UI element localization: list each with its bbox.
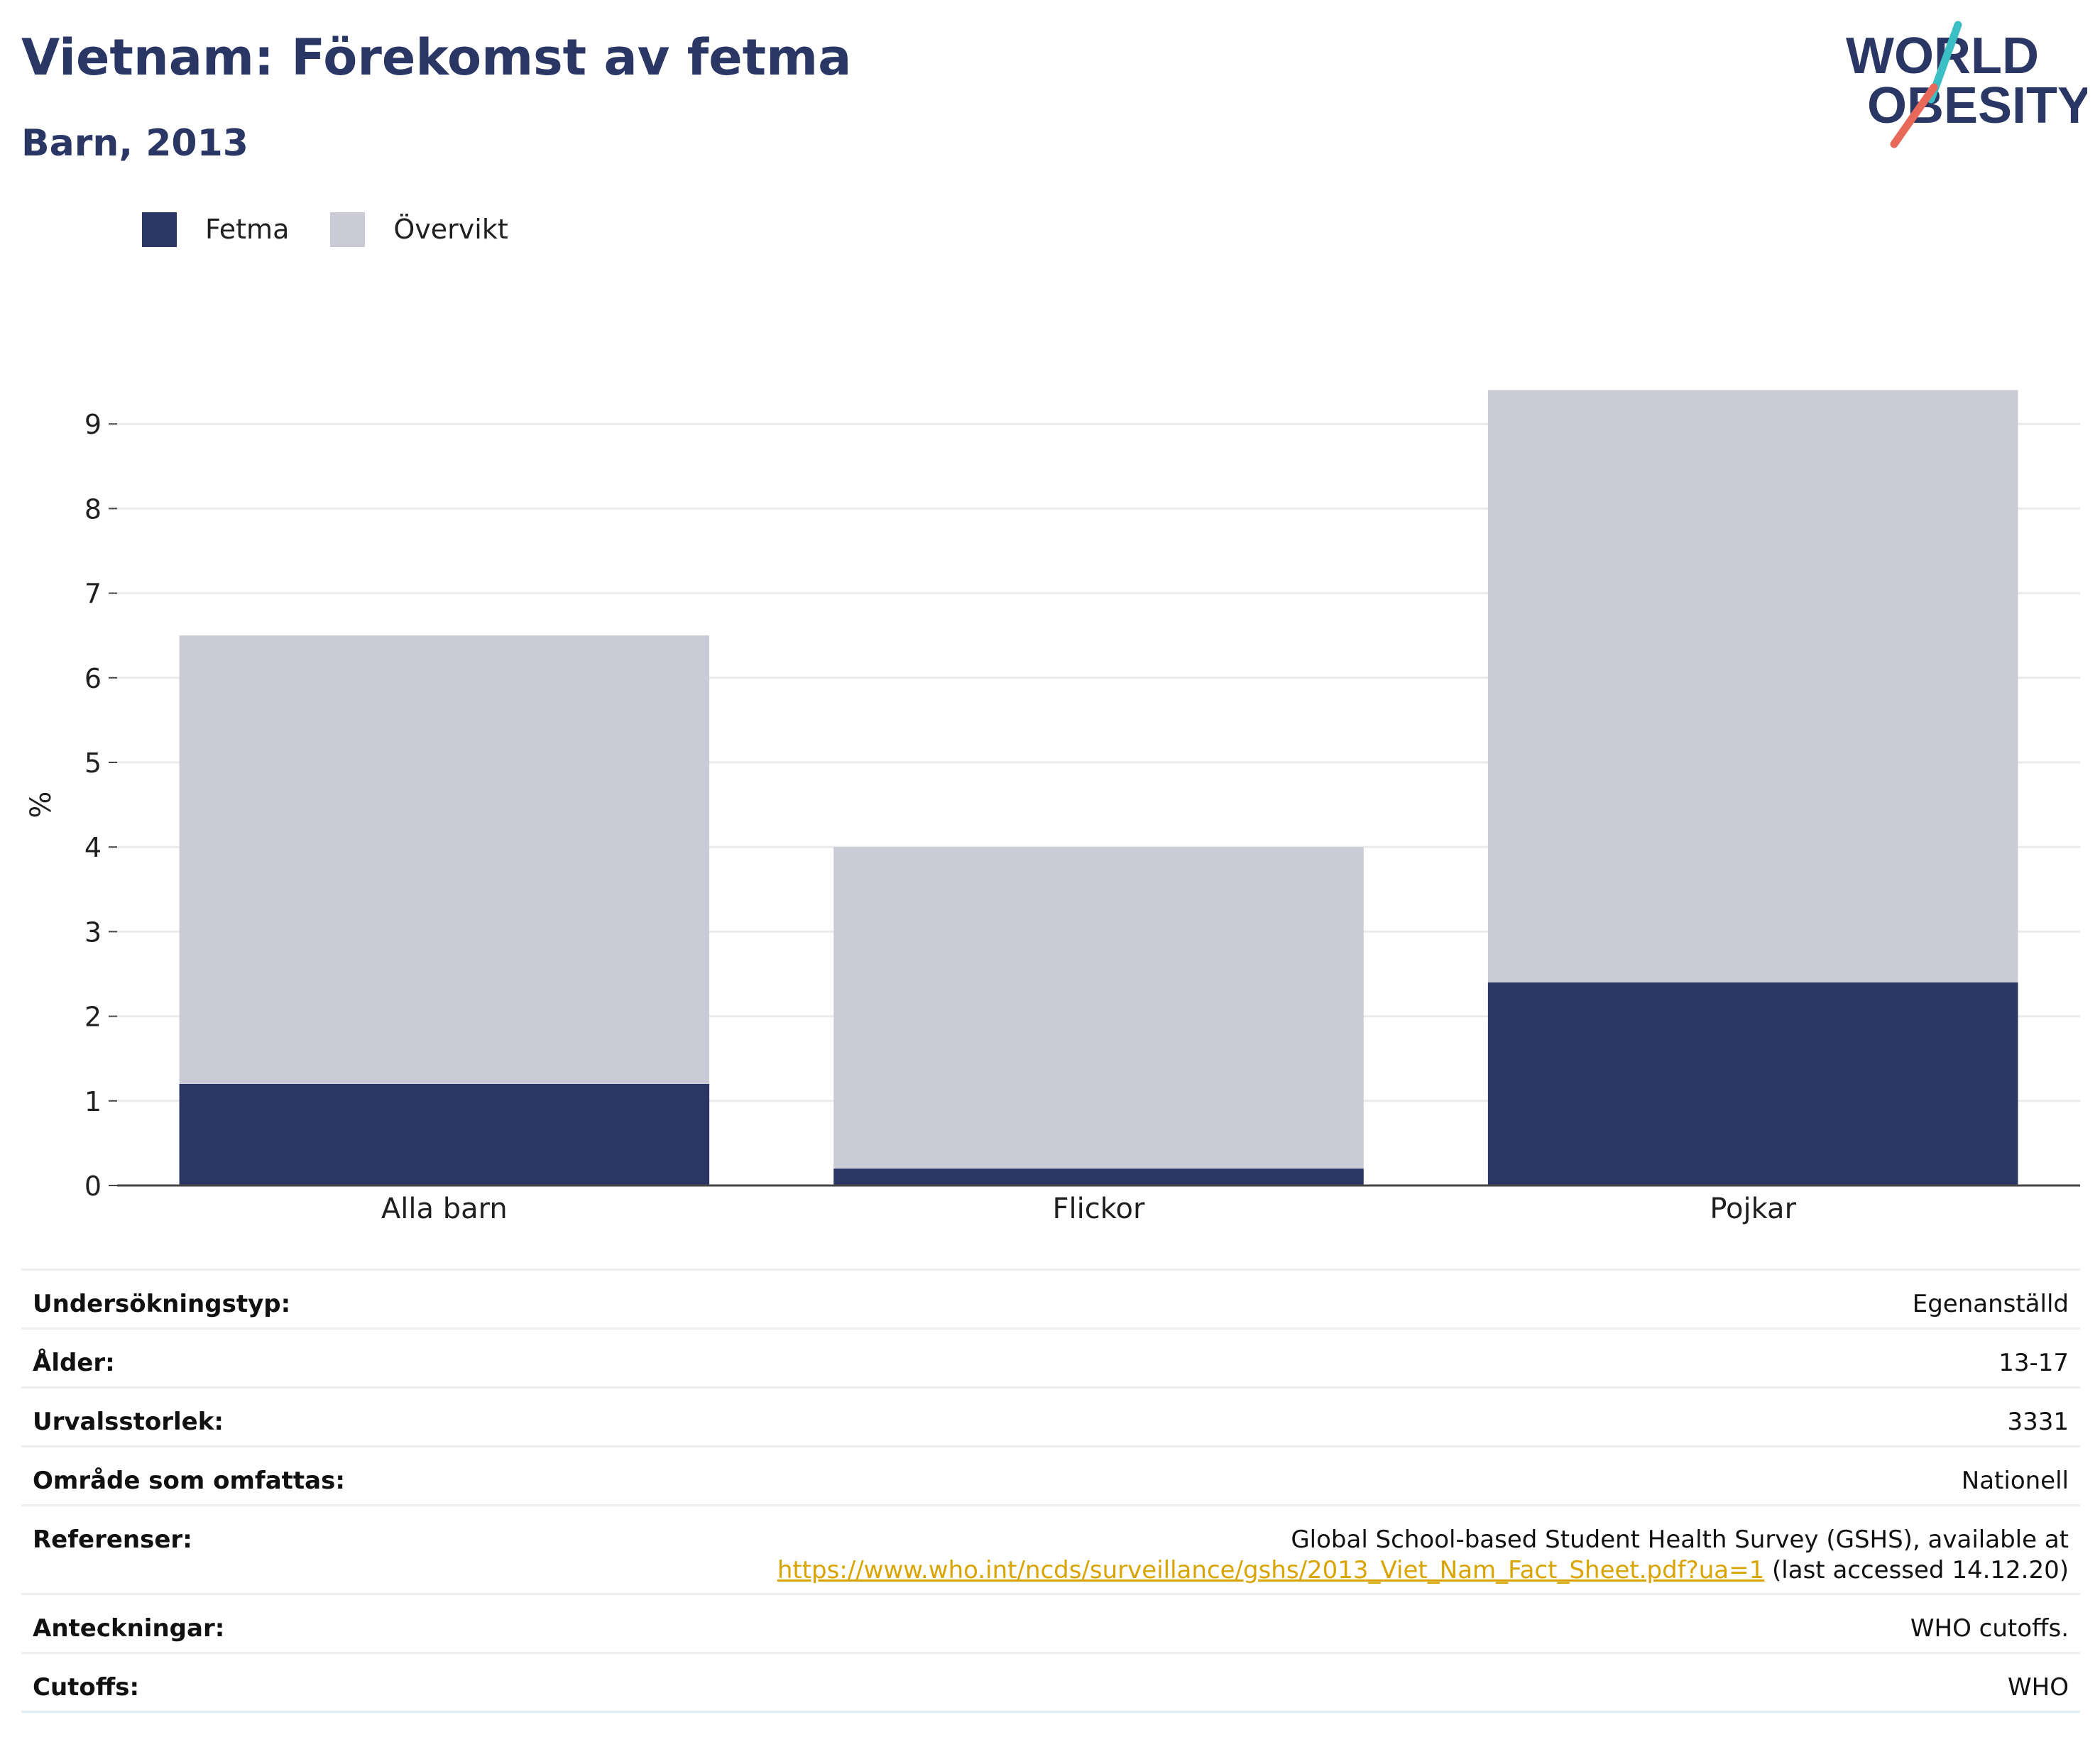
reference-text: Global School-based Student Health Surve… bbox=[1291, 1526, 2069, 1554]
legend-label-overvikt: Övervikt bbox=[393, 214, 508, 245]
y-axis-ticks: 0 1 2 3 4 5 6 7 8 9 bbox=[84, 409, 102, 1202]
x-tick-label: Pojkar bbox=[1710, 1193, 1796, 1225]
x-tick-label: Flickor bbox=[1053, 1193, 1145, 1225]
table-row-age: Ålder: 13-17 bbox=[21, 1330, 2080, 1389]
y-tick-label: 1 bbox=[84, 1086, 102, 1117]
bar-segment-fetma bbox=[833, 1168, 1364, 1185]
chart-title: Vietnam: Förekomst av fetma bbox=[21, 28, 852, 87]
row-label: Referenser: bbox=[33, 1526, 192, 1554]
logo-slash-coral bbox=[1890, 83, 1938, 148]
reference-link[interactable]: https://www.who.int/ncds/surveillance/gs… bbox=[777, 1556, 1765, 1584]
x-tick-label: Alla barn bbox=[381, 1193, 508, 1225]
bar-segment-övervikt bbox=[1487, 390, 2018, 982]
legend-swatch-fetma bbox=[142, 212, 177, 247]
row-value: Egenanställd bbox=[1912, 1290, 2069, 1318]
row-label: Anteckningar: bbox=[33, 1614, 225, 1643]
y-tick-label: 5 bbox=[84, 747, 102, 779]
row-label: Cutoffs: bbox=[33, 1673, 140, 1702]
table-row-area: Område som omfattas: Nationell bbox=[21, 1447, 2080, 1506]
bar-segment-övervikt bbox=[179, 635, 710, 1084]
row-label: Urvalsstorlek: bbox=[33, 1408, 224, 1436]
bars bbox=[179, 390, 2018, 1185]
bar-segment-fetma bbox=[1487, 982, 2018, 1185]
reference-value: Global School-based Student Health Surve… bbox=[777, 1525, 2069, 1586]
row-value: WHO bbox=[2008, 1673, 2069, 1702]
chart-subtitle: Barn, 2013 bbox=[21, 122, 248, 165]
y-tick-label: 7 bbox=[84, 579, 102, 610]
table-row-references: Referenser: Global School-based Student … bbox=[21, 1506, 2080, 1595]
y-tick-label: 4 bbox=[84, 832, 102, 863]
y-tick-label: 6 bbox=[84, 663, 102, 694]
table-row-survey-type: Undersökningstyp: Egenanställd bbox=[21, 1271, 2080, 1330]
bar-chart: 0 1 2 3 4 5 6 7 8 9 Alla barn Flickor Pojkar % bbox=[25, 390, 2080, 1225]
info-table: Undersökningstyp: Egenanställd Ålder: 13… bbox=[21, 1269, 2080, 1713]
table-row-notes: Anteckningar: WHO cutoffs. bbox=[21, 1595, 2080, 1654]
y-tick-label: 8 bbox=[84, 493, 102, 525]
bar-segment-övervikt bbox=[833, 847, 1364, 1169]
table-row-cutoffs: Cutoffs: WHO bbox=[21, 1654, 2080, 1713]
legend-label-fetma: Fetma bbox=[205, 214, 290, 245]
row-value: Nationell bbox=[1961, 1467, 2069, 1495]
y-tick-label: 9 bbox=[84, 409, 102, 440]
row-label: Ålder: bbox=[33, 1349, 115, 1377]
legend-item-overvikt[interactable]: Övervikt bbox=[330, 212, 508, 247]
legend-swatch-overvikt bbox=[330, 212, 366, 247]
y-tick-label: 2 bbox=[84, 1002, 102, 1033]
world-obesity-logo: WORLD OBESITY bbox=[1846, 21, 2087, 148]
row-value: 13-17 bbox=[1998, 1349, 2069, 1377]
row-value: 3331 bbox=[2007, 1408, 2069, 1436]
y-tick-label: 0 bbox=[84, 1171, 102, 1202]
bar-segment-fetma bbox=[179, 1083, 710, 1185]
chart-legend: Fetma Övervikt bbox=[142, 212, 549, 247]
row-label: Område som omfattas: bbox=[33, 1467, 345, 1495]
row-label: Undersökningstyp: bbox=[33, 1290, 291, 1318]
y-axis-label: % bbox=[25, 792, 58, 818]
legend-item-fetma[interactable]: Fetma bbox=[142, 212, 289, 247]
row-value: WHO cutoffs. bbox=[1910, 1614, 2069, 1643]
reference-accessed: (last accessed 14.12.20) bbox=[1764, 1556, 2069, 1584]
x-axis-ticks: Alla barn Flickor Pojkar bbox=[381, 1193, 1797, 1225]
table-row-sample-size: Urvalsstorlek: 3331 bbox=[21, 1389, 2080, 1447]
y-tick-label: 3 bbox=[84, 916, 102, 948]
